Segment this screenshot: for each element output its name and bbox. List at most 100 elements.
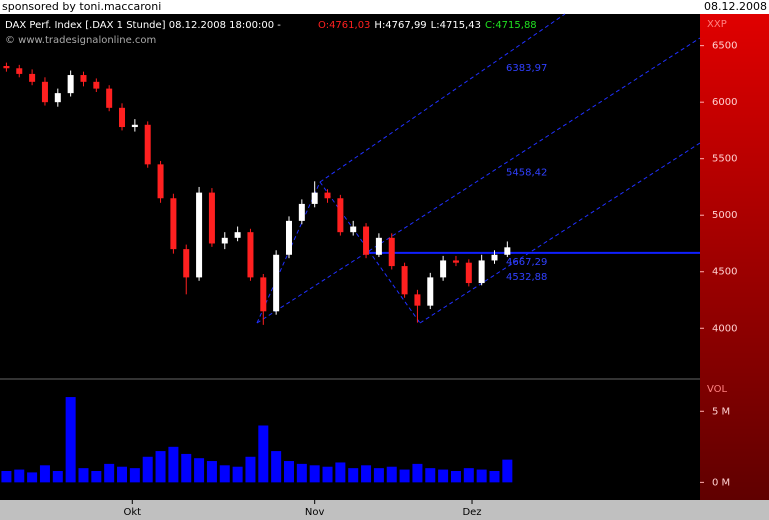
candle-body [119, 107, 126, 128]
candle-body [157, 164, 164, 199]
candle-body [311, 192, 318, 204]
level-label: 4667,29 [506, 257, 547, 268]
y-tick-label: 6500 [712, 41, 737, 52]
volume-bar [373, 468, 384, 483]
candle-body [388, 237, 395, 267]
candle-body [221, 237, 228, 244]
volume-bar [271, 451, 282, 483]
right-axis-panel [700, 14, 769, 500]
ohlc-label: H:4767,99 [374, 20, 426, 31]
chart-title: DAX Perf. Index [.DAX 1 Stunde] 08.12.20… [5, 20, 281, 31]
volume-bar [502, 459, 513, 483]
volume-bar [296, 463, 307, 483]
candle-body [491, 254, 498, 261]
volume-bar [476, 469, 487, 483]
ohlc-label: L:4715,43 [431, 20, 481, 31]
candle-body [324, 192, 331, 199]
candle-body [427, 277, 434, 306]
candle-body [41, 81, 48, 103]
volume-bar [335, 462, 346, 483]
volume-bar [181, 453, 192, 483]
volume-bar [412, 463, 423, 483]
volume-bar [361, 465, 372, 483]
volume-bar [194, 458, 205, 483]
candle-body [440, 260, 447, 278]
volume-bar [399, 469, 410, 483]
watermark: © www.tradesignalonline.com [5, 35, 156, 46]
volume-bar [206, 461, 217, 483]
volume-bar [65, 397, 76, 483]
level-label: 6383,97 [506, 63, 547, 74]
volume-bar [27, 472, 38, 483]
candle-body [67, 75, 74, 94]
volume-bar [348, 468, 359, 483]
candle-body [363, 226, 370, 255]
sponsor: sponsored by toni.maccaroni [2, 0, 161, 13]
candle-body [414, 294, 421, 306]
volume-label: VOL [707, 384, 728, 395]
candle-body [401, 266, 408, 295]
candle-body [452, 260, 459, 263]
candle-body [16, 68, 23, 74]
volume-bar [168, 446, 179, 483]
volume-bar [1, 470, 12, 483]
volume-bar [283, 461, 294, 483]
candle-body [478, 260, 485, 284]
x-tick-label: Nov [305, 507, 325, 518]
y-tick-label: 4500 [712, 267, 737, 278]
candle-body [80, 75, 87, 82]
candle-body [375, 237, 382, 255]
x-tick-label: Dez [462, 507, 481, 518]
ohlc-label: O:4761,03 [318, 20, 370, 31]
candle-body [54, 93, 61, 103]
level-label: 4532,88 [506, 272, 547, 283]
candle-body [234, 232, 241, 238]
volume-bar [129, 468, 140, 483]
candle-body [285, 220, 292, 255]
candle-body [504, 247, 511, 255]
volume-tick-label: 0 M [712, 477, 730, 488]
candle-body [3, 66, 10, 69]
candle-body [465, 262, 472, 284]
candle-body [29, 73, 36, 82]
volume-bar [245, 456, 256, 483]
level-label: 5458,42 [506, 167, 547, 178]
candle-body [260, 277, 267, 312]
candle-body [144, 124, 151, 165]
candle-body [208, 192, 215, 244]
x-tick-label: Okt [123, 507, 141, 518]
volume-bar [463, 468, 474, 483]
candle-body [93, 81, 100, 89]
candle-body [196, 192, 203, 278]
date: 08.12.2008 [704, 0, 767, 13]
candle-body [273, 254, 280, 312]
volume-bar [489, 470, 500, 483]
volume-bar [117, 466, 128, 483]
volume-bar [14, 469, 25, 483]
volume-bar [142, 456, 153, 483]
volume-bar [425, 468, 436, 483]
candle-body [247, 232, 254, 278]
y-tick-label: 6000 [712, 97, 737, 108]
ohlc-label: C:4715,88 [485, 20, 537, 31]
candle-body [350, 226, 357, 233]
y-label: XXP [707, 19, 727, 30]
volume-tick-label: 5 M [712, 406, 730, 417]
y-tick-label: 5000 [712, 210, 737, 221]
candle-body [131, 124, 138, 128]
volume-bar [386, 466, 397, 483]
volume-bar [219, 465, 230, 483]
volume-bar [39, 465, 50, 483]
volume-bar [52, 470, 63, 483]
candle-body [298, 203, 305, 221]
volume-bar [309, 465, 320, 483]
volume-bar [78, 468, 89, 483]
candle-body [170, 198, 177, 250]
y-tick-label: 4000 [712, 323, 737, 334]
volume-bar [258, 425, 269, 483]
candle-body [106, 88, 113, 108]
candle-body [337, 198, 344, 233]
volume-bar [438, 469, 449, 483]
